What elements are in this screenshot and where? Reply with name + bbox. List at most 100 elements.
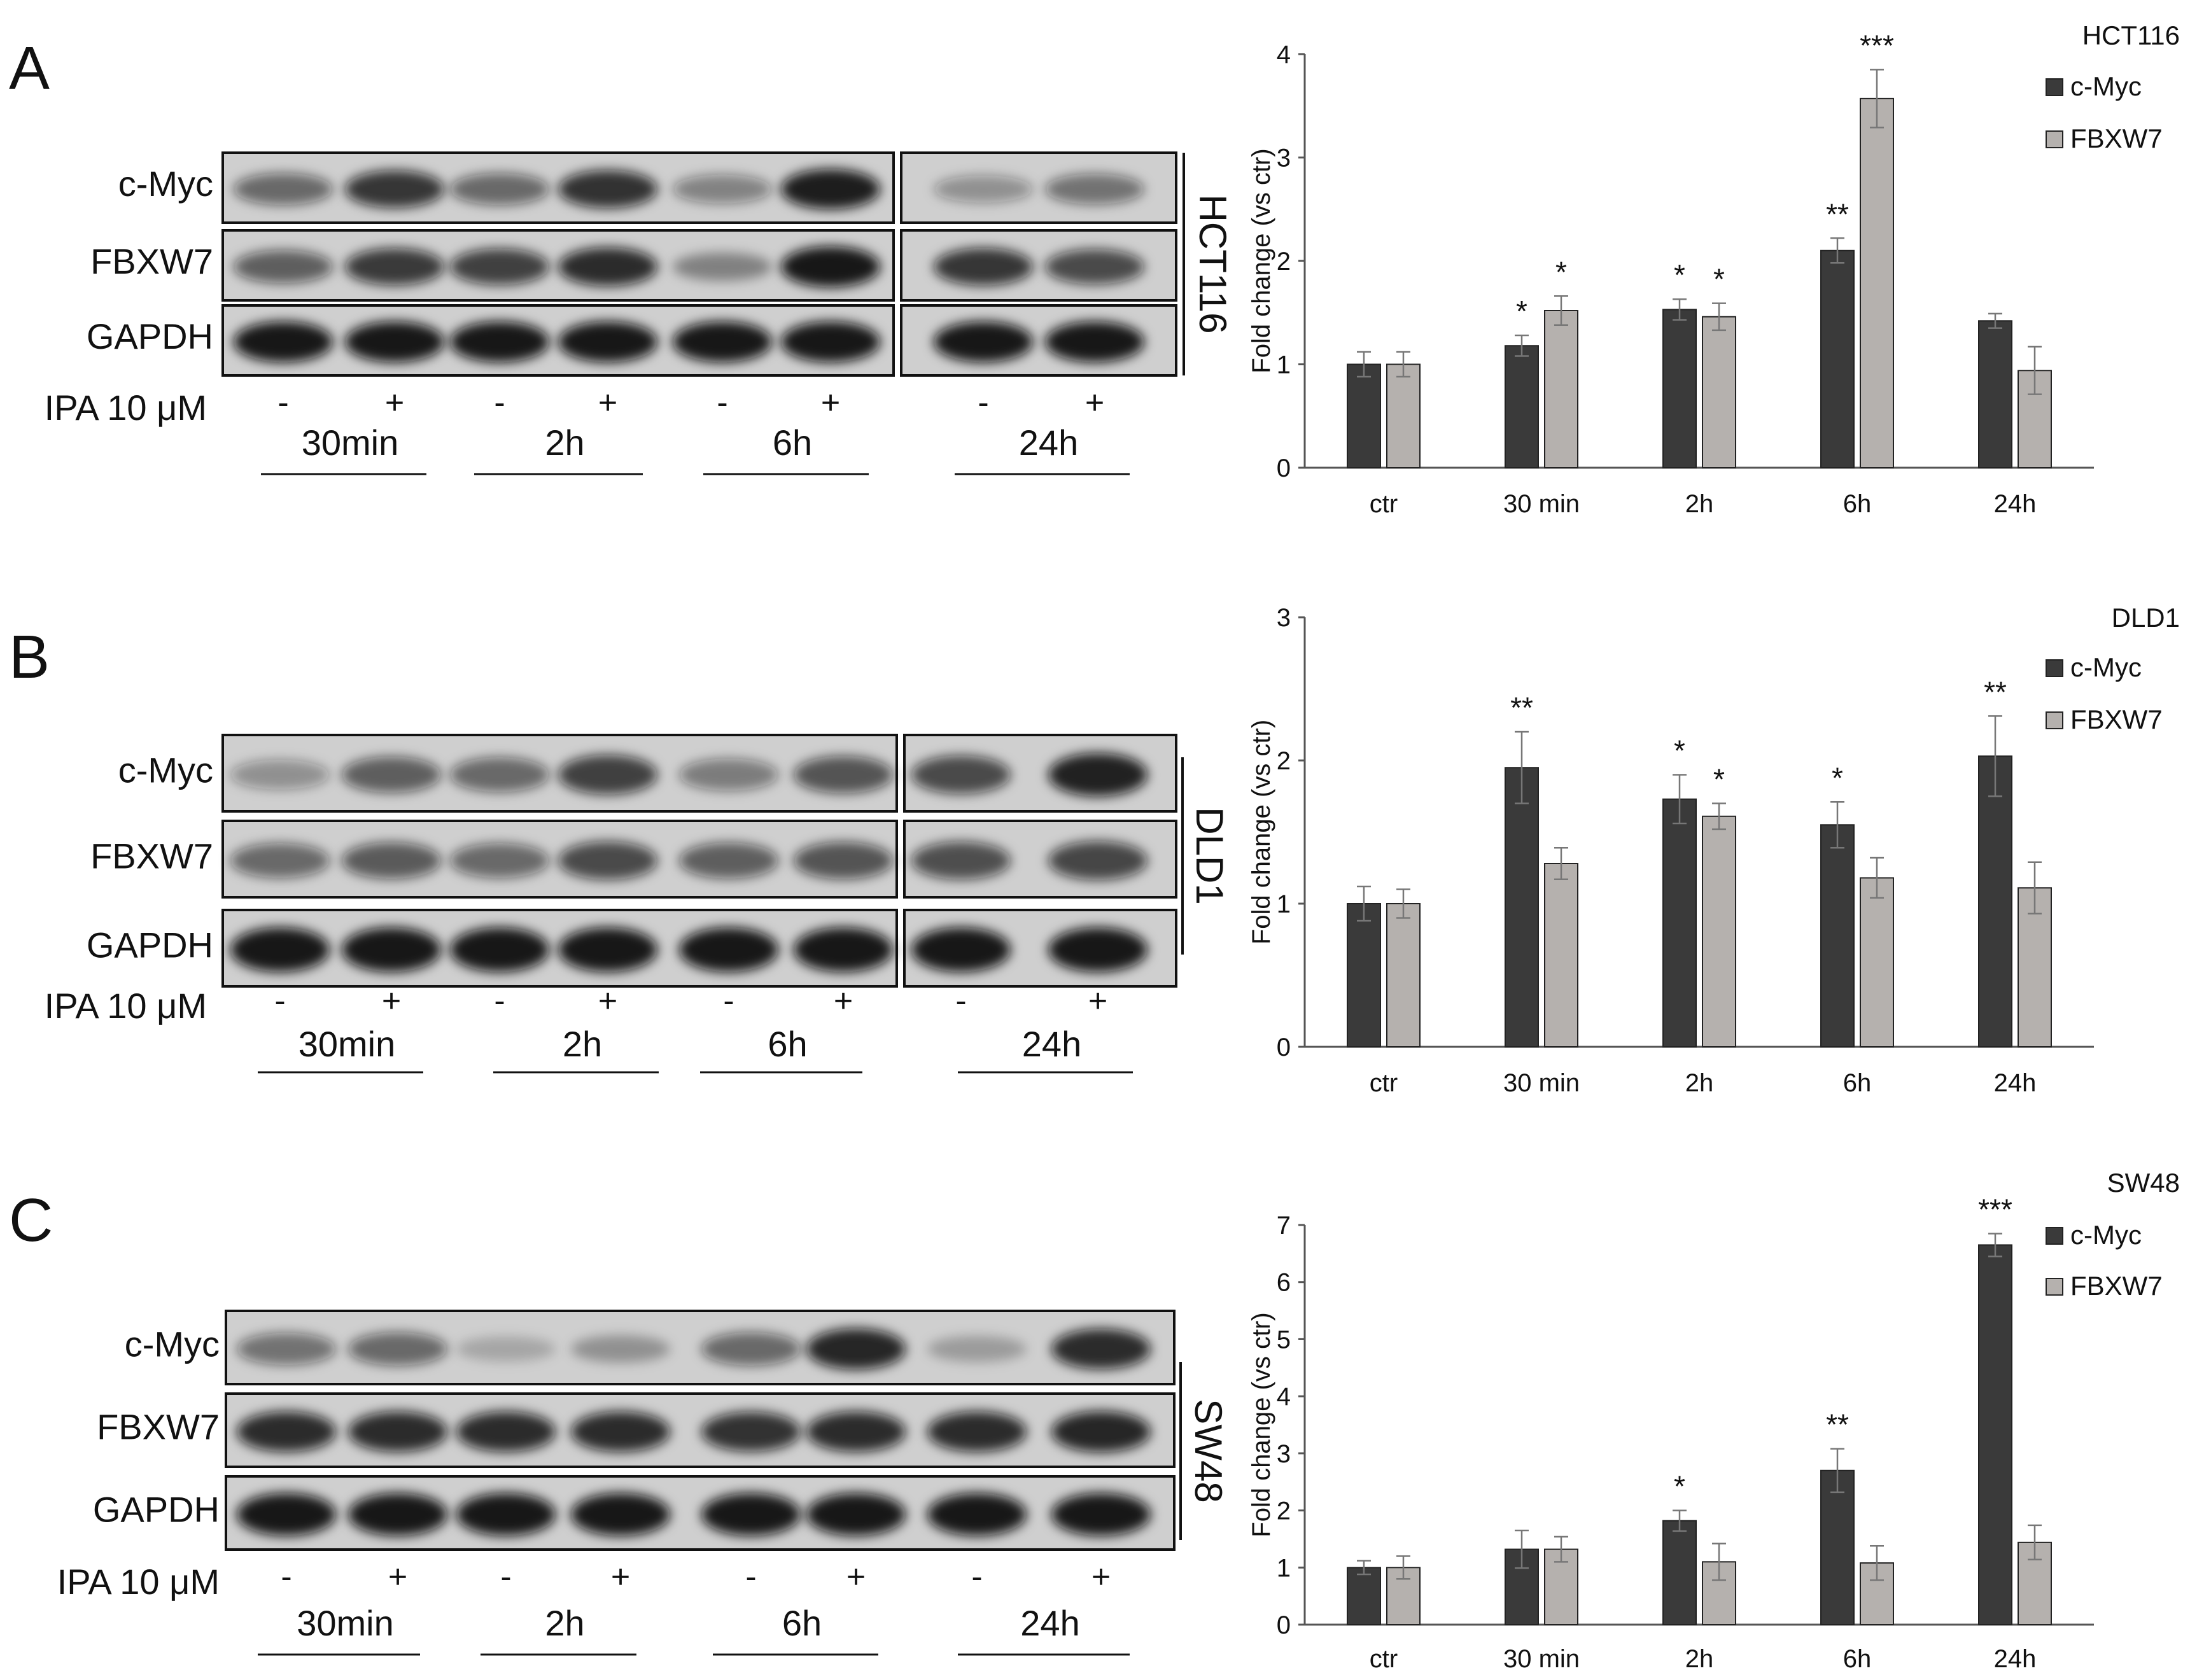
chart-title: DLD1 [2112, 603, 2180, 633]
blot-row-label: GAPDH [93, 1489, 220, 1529]
lane-sign: - [955, 983, 966, 1019]
blot-row-gapdh: GAPDH [87, 304, 1177, 377]
band [934, 175, 1033, 203]
lane-sign: + [598, 983, 617, 1019]
blot-row-c-myc: c-Myc [118, 734, 1177, 813]
bar-fbxw7 [1544, 310, 1578, 468]
category-label: 24h [1994, 1645, 2037, 1673]
category-label: ctr [1370, 490, 1398, 518]
band [1045, 249, 1144, 284]
y-tick-label: 5 [1277, 1326, 1291, 1354]
bar-fbxw7 [1544, 863, 1578, 1047]
legend-swatch [2046, 1278, 2063, 1296]
panel-letter: A [9, 34, 50, 102]
band [558, 755, 657, 795]
lane-sign: - [281, 1558, 291, 1595]
category-label: 24h [1994, 490, 2037, 518]
band [794, 842, 893, 879]
band [1045, 321, 1144, 363]
cell-line-label: HCT116 [1191, 195, 1234, 334]
band [571, 1335, 670, 1363]
band [450, 927, 549, 972]
y-tick-label: 0 [1277, 454, 1291, 482]
band [806, 1411, 906, 1452]
significance-marker: ** [1826, 197, 1849, 230]
chart-hct116: 0 1 2 3 4 Fold change (vs ctr) HCT116 ctr 30 min… [1247, 20, 2180, 518]
band [450, 248, 549, 285]
treatment-label: IPA 10 μM [45, 388, 207, 428]
y-tick-label: 2 [1277, 747, 1291, 775]
band [701, 1493, 801, 1536]
legend-label: FBXW7 [2070, 123, 2163, 153]
bar-c-myc [1347, 363, 1381, 468]
legend-label: FBXW7 [2070, 1271, 2163, 1301]
band [558, 927, 657, 972]
category-label: 30 min [1503, 1645, 1580, 1673]
y-axis-label: Fold change (vs ctr) [1247, 148, 1275, 373]
blot-row-gapdh: GAPDH [93, 1475, 1176, 1551]
band [911, 927, 1011, 972]
band [1048, 841, 1148, 881]
band [679, 927, 778, 972]
significance-marker: *** [1860, 29, 1894, 62]
bar-c-myc [1662, 1520, 1697, 1625]
band [230, 927, 330, 972]
western-blot-panels: Ac-Myc FBXW7 GAPDH IPA 10 μM - + - + - + - +30min 2h… [9, 34, 1234, 1656]
chart-title: SW48 [2107, 1168, 2180, 1198]
legend-swatch [2046, 659, 2063, 677]
band [701, 1411, 801, 1452]
y-tick-label: 1 [1277, 351, 1291, 379]
treatment-label: IPA 10 μM [57, 1562, 220, 1602]
band [342, 757, 441, 793]
band [794, 756, 893, 794]
blot-row-label: FBXW7 [90, 836, 213, 876]
band [934, 248, 1033, 286]
y-axis-label: Fold change (vs ctr) [1247, 720, 1275, 944]
time-label: 6h [768, 1024, 807, 1064]
band [348, 1493, 447, 1536]
band [345, 321, 444, 363]
category-label: 6h [1843, 490, 1872, 518]
band [237, 1333, 336, 1366]
y-tick-label: 2 [1277, 1497, 1291, 1525]
y-tick-label: 6 [1277, 1269, 1291, 1297]
blot-row-fbxw7: FBXW7 [97, 1392, 1176, 1468]
blot-row-gapdh: GAPDH [87, 909, 1177, 988]
significance-marker: * [1674, 1470, 1685, 1503]
category-label: 2h [1685, 1645, 1714, 1673]
time-label: 2h [545, 423, 584, 463]
lane-sign: + [1088, 983, 1107, 1019]
bar-c-myc [1978, 755, 2012, 1047]
chart-sw48: 0 1 2 3 4 5 6 7 Fold change (vs ctr) SW48 ctr 30 mi… [1247, 1168, 2180, 1673]
time-label: 24h [1019, 423, 1078, 463]
y-tick-label: 3 [1277, 144, 1291, 172]
lane-sign: - [723, 983, 734, 1019]
y-tick-label: 0 [1277, 1033, 1291, 1061]
band [237, 1493, 336, 1536]
legend-label: FBXW7 [2070, 704, 2163, 734]
blot-row-fbxw7: FBXW7 [90, 229, 1177, 302]
band [558, 170, 657, 209]
y-axis-label: Fold change (vs ctr) [1247, 1312, 1275, 1537]
lane-sign: - [274, 983, 285, 1019]
bar-c-myc [1662, 798, 1697, 1047]
band [781, 246, 880, 288]
time-label: 30min [297, 1603, 394, 1643]
band [342, 927, 441, 972]
blot-row-label: GAPDH [87, 316, 213, 356]
time-label: 30min [298, 1024, 396, 1064]
lane-sign: - [494, 384, 505, 421]
band [1051, 1493, 1151, 1536]
bar-c-myc [1347, 1567, 1381, 1625]
category-label: 24h [1994, 1069, 2037, 1097]
band [230, 759, 330, 790]
band [450, 173, 549, 206]
bar-fbxw7 [1860, 877, 1894, 1047]
band [237, 1411, 336, 1452]
band [234, 321, 333, 363]
lane-sign: - [971, 1558, 982, 1595]
blot-row-fbxw7: FBXW7 [90, 820, 1177, 899]
y-tick-label: 3 [1277, 604, 1291, 632]
blot-row-c-myc: c-Myc [125, 1310, 1176, 1385]
